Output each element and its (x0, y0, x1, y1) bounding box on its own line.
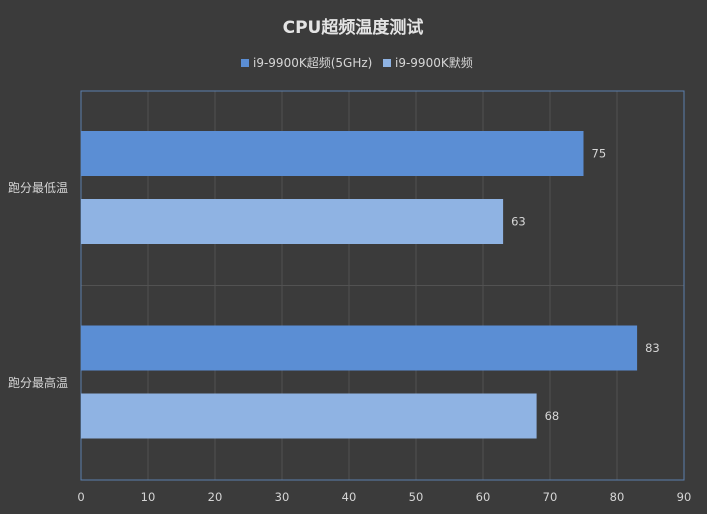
x-tick-label: 10 (141, 490, 156, 504)
category-label-min-temp: 跑分最低温 (8, 181, 68, 195)
data-label: 68 (545, 409, 560, 423)
bar-overclock-max-temp (81, 325, 638, 371)
data-labels: 75 63 83 68 (511, 147, 660, 424)
legend-label-default: i9-9900K默频 (395, 55, 473, 70)
x-tick-label: 0 (77, 490, 84, 504)
x-tick-label: 90 (677, 490, 692, 504)
x-tick-label: 40 (342, 490, 357, 504)
x-axis-tick-labels: 0 10 20 30 40 50 60 70 80 90 (77, 490, 691, 504)
x-tick-label: 60 (476, 490, 491, 504)
data-label: 83 (645, 341, 660, 355)
x-tick-label: 50 (409, 490, 424, 504)
chart-title: CPU超频温度测试 (283, 17, 424, 38)
plot-area-border (80, 90, 685, 481)
bar-default-min-temp (81, 199, 504, 244)
legend-swatch-overclock (241, 59, 249, 67)
data-label: 63 (511, 215, 526, 229)
legend-label-overclock: i9-9900K超频(5GHz) (253, 55, 372, 70)
category-label-max-temp: 跑分最高温 (8, 375, 68, 390)
bar-default-max-temp (81, 393, 537, 439)
legend-item-overclock: i9-9900K超频(5GHz) (241, 55, 372, 70)
bar-overclock-min-temp (81, 131, 584, 176)
bars (81, 131, 638, 439)
legend-item-default: i9-9900K默频 (383, 55, 473, 70)
x-tick-label: 70 (543, 490, 558, 504)
legend-swatch-default (383, 59, 391, 67)
x-tick-label: 20 (208, 490, 223, 504)
data-label: 75 (592, 147, 607, 161)
x-tick-label: 30 (275, 490, 290, 504)
legend: i9-9900K超频(5GHz) i9-9900K默频 (241, 55, 473, 70)
x-tick-label: 80 (610, 490, 625, 504)
